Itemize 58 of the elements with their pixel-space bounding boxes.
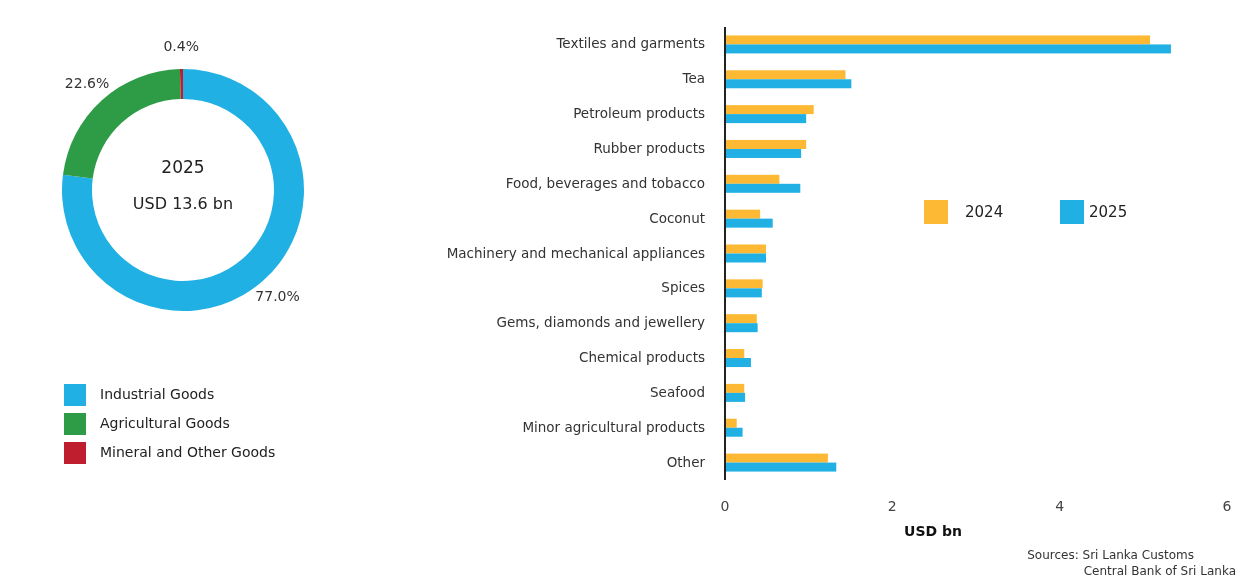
y-tick-label: Other	[666, 453, 706, 470]
y-tick-label: Minor agricultural products	[522, 418, 705, 435]
bar	[725, 358, 751, 368]
bar	[725, 70, 846, 80]
bar	[725, 209, 761, 219]
text: Central Bank of Sri Lanka	[1083, 563, 1236, 578]
bar	[725, 314, 757, 324]
bar	[725, 35, 1151, 45]
legend-label: Mineral and Other Goods	[100, 444, 276, 460]
x-axis-title: USD bn	[904, 523, 962, 539]
bar	[725, 383, 745, 393]
donut-slice	[179, 69, 183, 100]
bar	[725, 323, 758, 333]
bar	[725, 174, 780, 184]
y-tick-label: Coconut	[649, 209, 705, 226]
bar	[725, 44, 1171, 54]
bar	[725, 462, 837, 472]
bar	[725, 244, 766, 254]
y-tick-label: Chemical products	[579, 349, 705, 366]
bar	[725, 114, 807, 124]
source-note: Sources: Sri Lanka Customs	[1027, 547, 1194, 562]
bar	[725, 392, 746, 402]
y-tick-label: Rubber products	[593, 139, 705, 156]
legend-label: Industrial Goods	[100, 386, 215, 402]
y-tick-label: Food, beverages and tobacco	[505, 174, 705, 191]
bar	[725, 79, 852, 89]
y-tick-label: Spices	[661, 279, 705, 296]
bar	[725, 418, 737, 428]
y-tick-label: Textiles and garments	[555, 35, 705, 52]
text: USD 13.6 bn	[132, 193, 234, 213]
bar	[725, 427, 743, 437]
bar	[725, 253, 766, 263]
bar	[725, 218, 773, 228]
bar	[725, 148, 802, 158]
x-tick-label: 4	[1055, 498, 1065, 514]
bar	[725, 139, 807, 149]
y-tick-label: Seafood	[650, 383, 705, 400]
bar	[725, 453, 828, 463]
bar	[725, 105, 814, 115]
legend-label: Agricultural Goods	[100, 415, 230, 431]
y-tick-label: Tea	[681, 70, 705, 87]
text: 2025	[161, 157, 205, 177]
y-tick-label: Petroleum products	[573, 105, 705, 122]
data-label: 77.0%	[255, 288, 300, 305]
legend-label: 2024	[965, 202, 1004, 221]
x-tick-label: 2	[887, 498, 897, 514]
y-tick-label: Machinery and mechanical appliances	[446, 244, 705, 261]
x-tick-label: 6	[1222, 498, 1232, 514]
y-tick-label: Gems, diamonds and jewellery	[496, 314, 705, 331]
data-label: 0.4%	[163, 38, 199, 55]
donut-slice	[62, 69, 304, 311]
legend-label: 2025	[1089, 202, 1128, 221]
data-label: 22.6%	[64, 74, 110, 91]
bar	[725, 349, 745, 359]
bar	[725, 183, 801, 193]
bar	[725, 279, 763, 289]
x-tick-label: 0	[720, 498, 730, 514]
bar	[725, 288, 762, 298]
